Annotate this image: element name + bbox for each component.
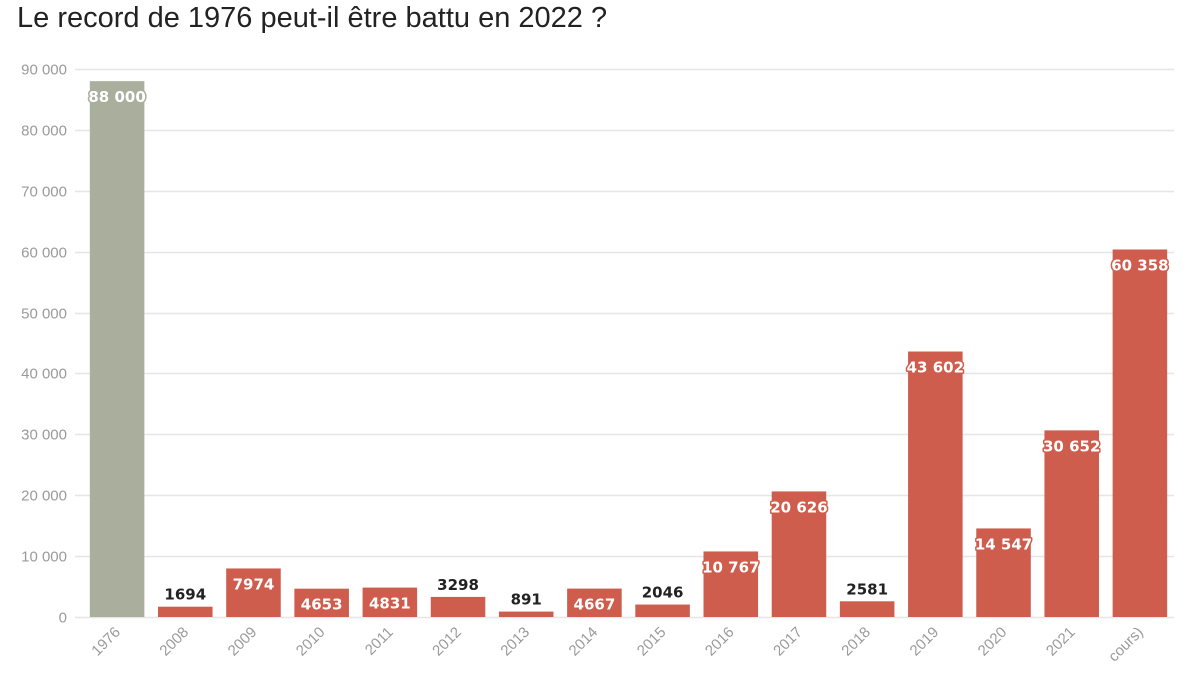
data-label: 1694 bbox=[164, 586, 206, 604]
data-label: 3298 bbox=[437, 576, 479, 594]
x-tick-label: 2021 bbox=[1043, 624, 1079, 660]
bar-2016 bbox=[703, 551, 759, 617]
bar-cours bbox=[1112, 249, 1168, 617]
data-label: 4667 bbox=[574, 596, 616, 614]
data-label: 30 652 bbox=[1043, 437, 1100, 455]
bar-2012 bbox=[430, 596, 486, 617]
x-tick-label: 2010 bbox=[293, 624, 329, 660]
y-tick-label: 50 000 bbox=[21, 306, 67, 323]
x-tick-label: 2008 bbox=[156, 624, 192, 660]
x-tick-label: cours) bbox=[1105, 624, 1146, 665]
bar-2017 bbox=[771, 491, 827, 617]
data-label: 2581 bbox=[846, 580, 888, 598]
x-tick-label: 2009 bbox=[225, 624, 261, 660]
bar-2018 bbox=[839, 601, 895, 617]
x-tick-label: 2015 bbox=[634, 624, 670, 660]
data-labels: 88 000 1694 7974 4653 4831 3298 891 4667 2046 10 … bbox=[87, 87, 1170, 615]
data-label: 20 626 bbox=[770, 498, 827, 516]
bar-2020 bbox=[976, 528, 1031, 617]
y-tick-label: 0 bbox=[59, 610, 67, 627]
y-tick-label: 80 000 bbox=[21, 123, 67, 140]
x-tick-label: 2013 bbox=[497, 624, 533, 660]
bars bbox=[89, 81, 1168, 617]
bar-2009 bbox=[226, 568, 281, 617]
x-axis: 1976 2008 2009 2010 2011 2012 2013 2014 2015 2016… bbox=[88, 624, 1146, 665]
x-tick-label: 2017 bbox=[770, 624, 806, 660]
bar-2015 bbox=[635, 604, 690, 617]
data-label: 14 547 bbox=[975, 535, 1032, 553]
bar-2008 bbox=[158, 606, 213, 617]
y-tick-label: 90 000 bbox=[21, 62, 67, 79]
data-label: 7974 bbox=[233, 575, 275, 593]
y-tick-label: 60 000 bbox=[21, 245, 67, 262]
bar-2010 bbox=[294, 588, 349, 617]
y-tick-label: 30 000 bbox=[21, 427, 67, 444]
bar-2013 bbox=[498, 611, 554, 617]
data-label: 4653 bbox=[301, 596, 343, 614]
y-axis: 0 10 000 20 000 30 000 40 000 50 000 60 000 70 … bbox=[21, 62, 67, 627]
bar-2014 bbox=[567, 588, 622, 617]
gridlines bbox=[75, 68, 1174, 619]
x-tick-label: 2016 bbox=[702, 624, 738, 660]
chart-title: Le record de 1976 peut-il être battu en … bbox=[17, 2, 608, 34]
x-tick-label: 1976 bbox=[88, 624, 124, 660]
y-tick-label: 70 000 bbox=[21, 184, 67, 201]
x-tick-label: 2018 bbox=[838, 624, 874, 660]
data-label: 88 000 bbox=[88, 88, 145, 106]
bar-2019 bbox=[908, 351, 963, 617]
data-label: 43 602 bbox=[907, 359, 964, 377]
data-label: 10 767 bbox=[702, 558, 759, 576]
x-tick-label: 2011 bbox=[362, 624, 397, 659]
x-tick-label: 2012 bbox=[429, 624, 465, 660]
y-tick-label: 40 000 bbox=[21, 366, 67, 383]
bar-2021 bbox=[1044, 430, 1099, 617]
x-tick-label: 2020 bbox=[975, 624, 1011, 660]
data-label: 60 358 bbox=[1111, 256, 1168, 274]
y-tick-label: 20 000 bbox=[21, 488, 67, 505]
x-tick-label: 2019 bbox=[907, 624, 943, 660]
data-label: 4831 bbox=[369, 595, 411, 613]
data-label: 891 bbox=[511, 591, 542, 609]
bar-1976 bbox=[89, 81, 145, 617]
bar-2011 bbox=[362, 587, 418, 617]
y-tick-label: 10 000 bbox=[21, 549, 67, 566]
data-label: 2046 bbox=[642, 584, 684, 602]
x-tick-label: 2014 bbox=[566, 624, 602, 660]
